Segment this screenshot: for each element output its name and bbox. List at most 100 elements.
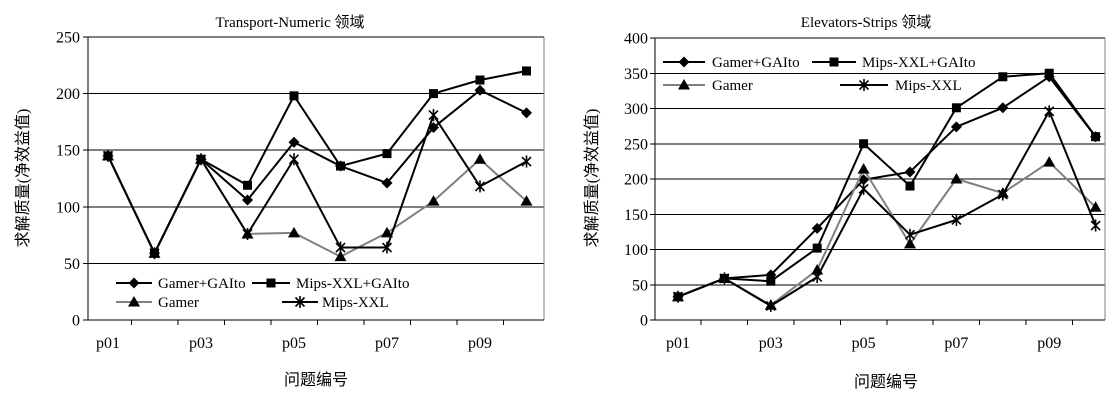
y-tick-label: 250 [56, 30, 80, 47]
data-point-gamer-gaito-7 [381, 177, 393, 189]
data-point-mips-xxl-gaito-9 [475, 75, 485, 85]
data-point-mips-xxl-5 [288, 153, 300, 166]
legend-label-mips-xxl: Mips-XXL [322, 295, 389, 311]
data-point-mips-xxl-6 [904, 228, 916, 241]
y-tick-label: 100 [56, 199, 80, 216]
data-point-gamer-5 [857, 163, 870, 174]
y-tick-label: 0 [72, 313, 80, 330]
legend: Gamer+GAIto Mips-XXL+GAIto Gamer Mips-XXL [94, 271, 538, 315]
legend-entry-gamer-gaito: Gamer+GAIto [663, 55, 800, 71]
y-tick-label: 200 [624, 172, 648, 189]
data-point-gamer-gaito-6 [904, 166, 916, 178]
data-point-gamer-6 [904, 237, 916, 249]
legend: Gamer+GAIto Mips-XXL+GAIto Gamer Mips-XXL [663, 55, 975, 94]
series-line-mips-xxl [677, 110, 1097, 307]
data-point-mips-xxl-2 [719, 272, 730, 285]
legend-entry-gamer-gaito: Gamer+GAIto [116, 276, 246, 292]
asterisk-marker-icon [294, 296, 306, 308]
series-line-mips-xxl [107, 114, 527, 255]
data-point-mips-xxl-gaito-10 [1091, 132, 1101, 142]
y-tick-label: 150 [56, 143, 80, 160]
plot-area: 0 50 100 150 200 250 p01 p03 p05 p07 p09 Gamer+GAIt… [56, 30, 545, 352]
transport-numeric-chart: Transport-Numeric 领域 求解质量(净效益值) 问题编号 0 50… [14, 14, 545, 389]
series-mips-xxl [102, 109, 532, 260]
data-point-gamer-gaito-7 [950, 121, 962, 133]
legend-entry-mips-xxl: Mips-XXL [840, 78, 962, 94]
data-point-mips-xxl-9 [1044, 105, 1055, 118]
chart-title: Transport-Numeric 领域 [215, 14, 364, 31]
y-tick-label: 100 [624, 242, 648, 259]
series-mips-xxl [672, 105, 1101, 312]
data-point-mips-xxl-3 [195, 153, 207, 166]
data-point-gamer-gaito-9 [474, 84, 486, 96]
y-tick-label: 350 [624, 66, 648, 83]
legend-entry-gamer: Gamer [116, 295, 199, 311]
data-point-mips-xxl-6 [335, 241, 346, 254]
data-point-mips-xxl-7 [381, 241, 393, 254]
x-tick-label: p03 [189, 335, 213, 352]
data-point-mips-xxl-gaito-8 [429, 89, 438, 99]
data-point-gamer-9 [474, 153, 486, 164]
data-point-gamer-gaito-10 [521, 107, 532, 119]
y-tick-label: 200 [56, 86, 80, 103]
x-axis-label: 问题编号 [854, 373, 918, 391]
series-line-gamer-gaito [677, 75, 1097, 298]
legend-label-mips-xxl-gaito: Mips-XXL+GAIto [862, 55, 975, 71]
legend-label-gamer-gaito: Gamer+GAIto [158, 276, 246, 292]
legend-label-gamer-gaito: Gamer+GAIto [712, 55, 800, 71]
x-tick-label: p05 [282, 335, 306, 352]
data-point-gamer-6 [334, 250, 347, 262]
data-point-mips-xxl-7 [951, 213, 962, 226]
y-tick-label: 150 [624, 207, 648, 224]
data-point-mips-xxl-gaito-5 [289, 91, 299, 101]
y-axis-label: 求解质量(净效益值) [14, 109, 32, 248]
data-point-mips-xxl-gaito-6 [905, 181, 915, 191]
x-tick-label: p01 [666, 335, 690, 352]
data-point-mips-xxl-gaito-4 [243, 180, 252, 190]
x-tick-label: p07 [944, 335, 968, 352]
x-tick-label: p07 [375, 335, 399, 352]
diamond-marker-icon [128, 277, 140, 289]
data-point-gamer-8 [427, 195, 440, 206]
x-tick-label: p03 [759, 335, 783, 352]
legend-entry-mips-xxl-gaito: Mips-XXL+GAIto [812, 55, 975, 71]
data-point-mips-xxl-gaito-5 [859, 139, 869, 149]
data-point-mips-xxl-1 [672, 290, 684, 303]
data-point-gamer-gaito-5 [288, 136, 300, 148]
square-marker-icon [829, 57, 839, 67]
data-point-mips-xxl-gaito-7 [951, 103, 961, 113]
data-point-mips-xxl-gaito-8 [998, 72, 1008, 82]
chart-title: Elevators-Strips 领域 [801, 14, 931, 31]
legend-background [94, 271, 538, 315]
legend-label-gamer: Gamer [712, 78, 753, 94]
x-axis-label: 问题编号 [284, 371, 348, 389]
data-point-gamer-gaito-4 [811, 222, 823, 234]
legend-entry-mips-xxl: Mips-XXL [282, 295, 389, 311]
data-point-gamer-gaito-8 [997, 102, 1009, 114]
data-point-gamer-5 [288, 226, 300, 238]
y-tick-label: 0 [640, 313, 648, 330]
y-axis-label: 求解质量(净效益值) [583, 109, 601, 248]
triangle-marker-icon [128, 296, 140, 307]
diamond-marker-icon [678, 56, 690, 68]
data-point-mips-xxl-4 [242, 227, 253, 240]
data-point-mips-xxl-gaito-3 [766, 276, 776, 286]
elevators-strips-chart: Elevators-Strips 领域 求解质量(净效益值) 问题编号 0 50 1… [583, 14, 1106, 391]
legend-label-mips-xxl: Mips-XXL [895, 78, 962, 94]
square-marker-icon [266, 278, 276, 288]
data-point-mips-xxl-gaito-7 [382, 149, 392, 159]
data-point-mips-xxl-4 [812, 270, 823, 283]
data-point-mips-xxl-gaito-4 [812, 243, 822, 253]
x-tick-label: p05 [852, 335, 876, 352]
x-tick-label: p01 [96, 335, 120, 352]
data-point-gamer-7 [381, 226, 393, 238]
data-point-mips-xxl-gaito-10 [522, 66, 531, 76]
data-point-mips-xxl-8 [997, 188, 1008, 201]
data-point-mips-xxl-2 [149, 247, 160, 260]
data-point-mips-xxl-8 [428, 109, 439, 122]
data-point-mips-xxl-1 [102, 149, 114, 162]
data-point-gamer-9 [1043, 156, 1056, 167]
y-tick-label: 400 [624, 31, 648, 48]
